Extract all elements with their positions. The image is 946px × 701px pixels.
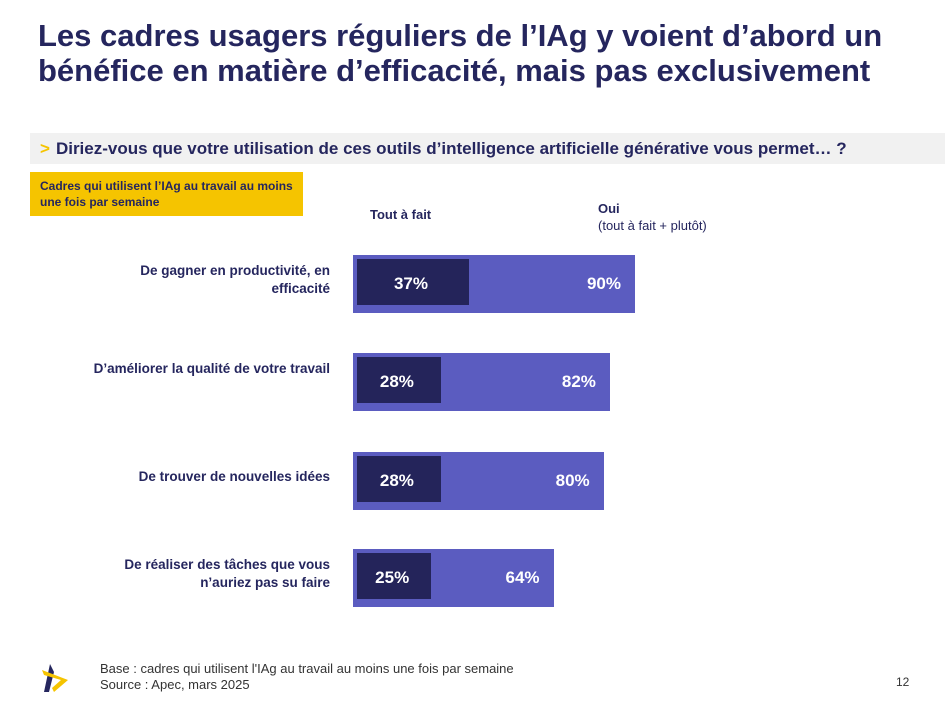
legend-oui-sub: (tout à fait + plutôt): [598, 218, 707, 233]
category-label: De gagner en productivité, en efficacité: [140, 263, 330, 296]
data-label-tout-a-fait: 28%: [379, 372, 414, 391]
legend-tout-a-fait: Tout à fait: [370, 207, 432, 222]
data-label-oui: 82%: [561, 372, 596, 391]
data-label-oui: 80%: [555, 471, 590, 490]
population-box: Cadres qui utilisent l’IAg au travail au…: [30, 172, 303, 216]
data-label-tout-a-fait: 37%: [393, 274, 428, 293]
population-text: Cadres qui utilisent l’IAg au travail au…: [40, 179, 293, 209]
data-label-oui: 64%: [505, 568, 540, 587]
data-label-tout-a-fait: 25%: [375, 568, 410, 587]
bar-tout-a-fait: [357, 456, 441, 502]
data-label-oui: 90%: [586, 274, 621, 293]
bar-tout-a-fait: [357, 357, 441, 403]
bar-tout-a-fait: [357, 259, 469, 305]
chevron-icon: >: [40, 139, 50, 158]
footer-notes: Base : cadres qui utilisent l'IAg au tra…: [100, 661, 514, 693]
legend-oui: Oui: [598, 201, 620, 216]
category-label: De réaliser des tâches que vous n’auriez…: [124, 557, 330, 590]
question-text: Diriez-vous que votre utilisation de ces…: [55, 139, 847, 158]
question-banner: > Diriez-vous que votre utilisation de ce…: [30, 133, 945, 164]
data-label-tout-a-fait: 28%: [379, 471, 414, 490]
footer-base: Base : cadres qui utilisent l'IAg au tra…: [100, 661, 514, 676]
category-label: D’améliorer la qualité de votre travail: [93, 361, 330, 376]
apec-logo: [40, 662, 72, 699]
page-title: Les cadres usagers réguliers de l’IAg y …: [38, 18, 883, 88]
page-number: 12: [896, 675, 910, 689]
category-label: De trouver de nouvelles idées: [138, 469, 330, 484]
bar-tout-a-fait: [357, 553, 432, 599]
footer-source: Source : Apec, mars 2025: [100, 677, 250, 692]
